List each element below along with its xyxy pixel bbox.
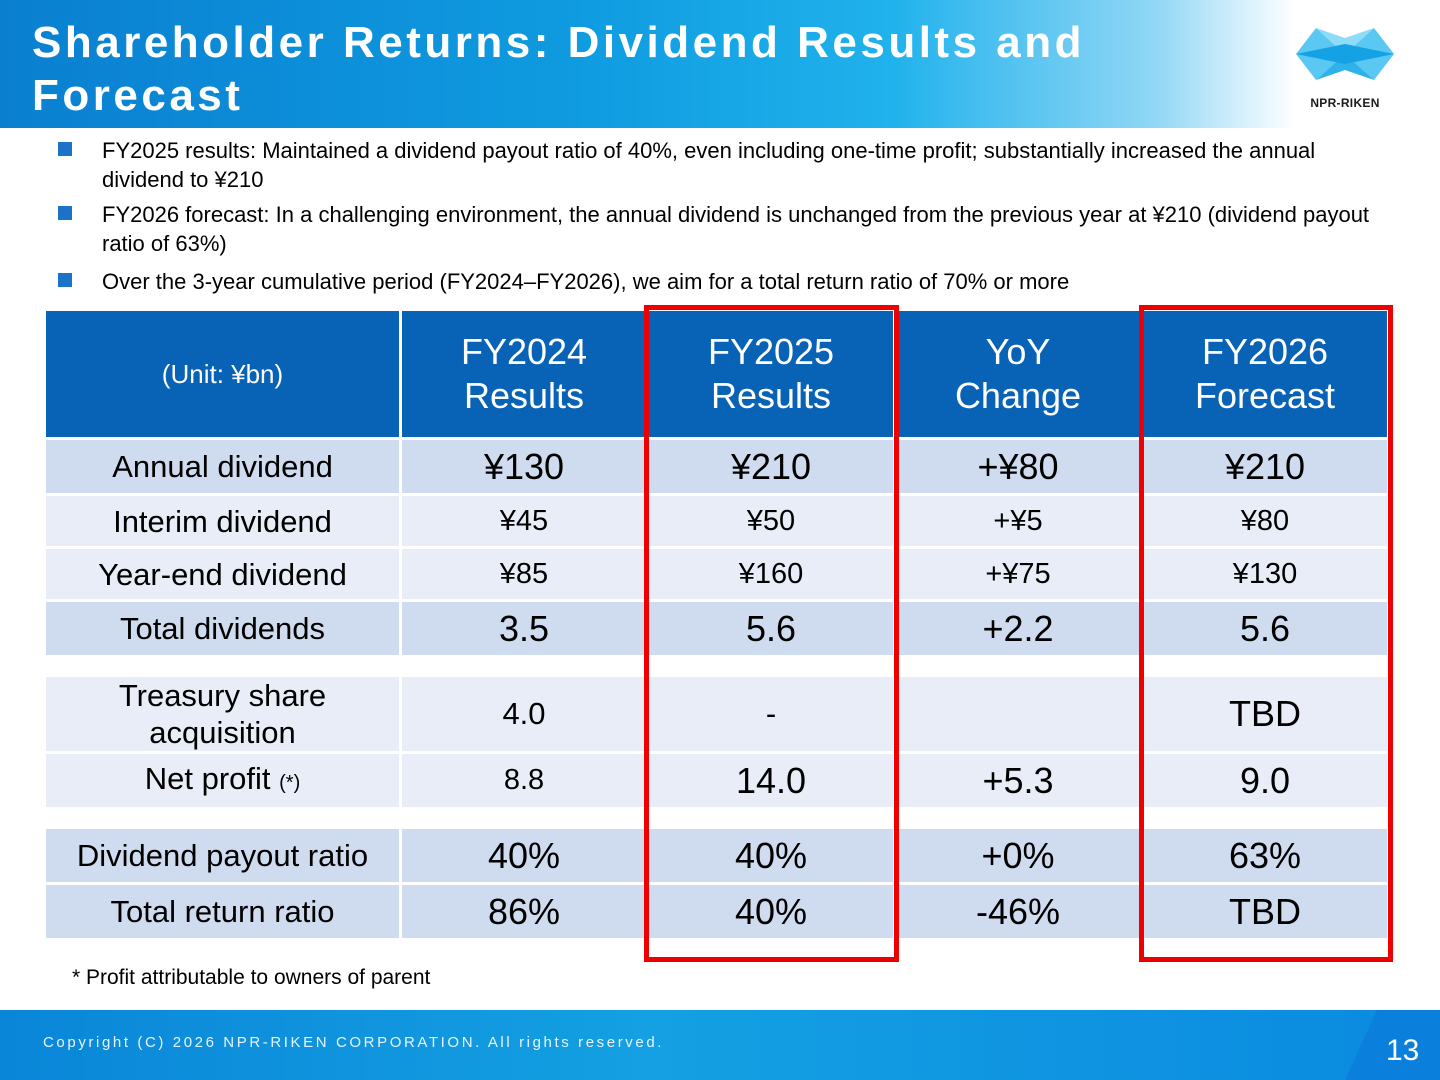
table-row-annual-dividend: Annual dividend ¥130 ¥210 +¥80 ¥210 [46,440,1387,493]
table-cell: ¥210 [1143,440,1387,493]
table-cell: - [649,677,893,751]
table-cell: 9.0 [1143,754,1387,807]
row-label: Treasury share acquisition [46,677,399,751]
table-cell: +¥5 [896,496,1140,546]
table-cell: ¥160 [649,549,893,599]
table-cell: +0% [896,829,1140,882]
col-header-yoy: YoY Change [896,311,1140,437]
table-cell: 4.0 [402,677,646,751]
table-cell: ¥45 [402,496,646,546]
table-row-payout-ratio: Dividend payout ratio 40% 40% +0% 63% [46,829,1387,882]
table-row-total-dividends: Total dividends 3.5 5.6 +2.2 5.6 [46,602,1387,655]
dividend-table: (Unit: ¥bn) FY2024 Results FY2025 Results … [43,308,1390,941]
table-cell: ¥50 [649,496,893,546]
table-cell: +¥80 [896,440,1140,493]
table-cell: ¥130 [1143,549,1387,599]
table-cell: 40% [402,829,646,882]
highlight-frame-fy2026 [1139,305,1393,962]
bullet-square-icon [58,273,72,287]
slide-title: Shareholder Returns: Dividend Results an… [32,18,1085,120]
table-row-total-return: Total return ratio 86% 40% -46% TBD [46,885,1387,938]
table-cell: +2.2 [896,602,1140,655]
table-cell: -46% [896,885,1140,938]
col-header-fy2026: FY2026 Forecast [1143,311,1387,437]
highlight-frame-fy2025 [644,305,899,962]
table-header-row: (Unit: ¥bn) FY2024 Results FY2025 Results … [46,311,1387,437]
bullet-text: FY2025 results: Maintained a dividend pa… [102,138,1316,192]
table-cell: 63% [1143,829,1387,882]
slide-footer: Copyright (C) 2026 NPR-RIKEN CORPORATION… [0,1010,1440,1080]
table-row-treasury-share: Treasury share acquisition 4.0 - TBD [46,677,1387,751]
table-cell [896,677,1140,751]
copyright-text: Copyright (C) 2026 NPR-RIKEN CORPORATION… [43,1034,665,1051]
table-cell: 40% [649,885,893,938]
slide-header: Shareholder Returns: Dividend Results an… [0,0,1440,128]
page-number: 13 [1386,1034,1420,1067]
table-cell: ¥210 [649,440,893,493]
company-logo: NPR-RIKEN [1290,24,1400,114]
table-cell: 14.0 [649,754,893,807]
table-cell: 8.8 [402,754,646,807]
table-cell: 5.6 [649,602,893,655]
bullet-square-icon [58,142,72,156]
table-cell: 3.5 [402,602,646,655]
col-header-fy2025: FY2025 Results [649,311,893,437]
row-label: Year-end dividend [46,549,399,599]
table-spacer [46,810,1387,826]
bullet-item: FY2025 results: Maintained a dividend pa… [58,136,1388,194]
bullet-text: FY2026 forecast: In a challenging enviro… [102,202,1370,256]
unit-label: (Unit: ¥bn) [46,311,399,437]
footnote-marker: (*) [279,771,301,794]
table-spacer [46,658,1387,674]
row-label: Interim dividend [46,496,399,546]
row-label: Total return ratio [46,885,399,938]
table-cell: 86% [402,885,646,938]
bullet-list: FY2025 results: Maintained a dividend pa… [58,136,1388,296]
table-cell: ¥85 [402,549,646,599]
logo-text: NPR-RIKEN [1310,96,1380,110]
row-label: Dividend payout ratio [46,829,399,882]
table-cell: 40% [649,829,893,882]
logo-icon [1296,28,1394,80]
table-cell: 5.6 [1143,602,1387,655]
bullet-text: Over the 3-year cumulative period (FY202… [102,269,1070,294]
bullet-item: Over the 3-year cumulative period (FY202… [58,267,1388,296]
row-label: Net profit (*) [46,754,399,807]
table-row-interim-dividend: Interim dividend ¥45 ¥50 +¥5 ¥80 [46,496,1387,546]
table-row-net-profit: Net profit (*) 8.8 14.0 +5.3 9.0 [46,754,1387,807]
row-label: Total dividends [46,602,399,655]
table-row-year-end-dividend: Year-end dividend ¥85 ¥160 +¥75 ¥130 [46,549,1387,599]
table-cell: TBD [1143,677,1387,751]
row-label: Annual dividend [46,440,399,493]
bullet-square-icon [58,206,72,220]
table-cell: TBD [1143,885,1387,938]
table-cell: +¥75 [896,549,1140,599]
bullet-item: FY2026 forecast: In a challenging enviro… [58,200,1388,258]
footnote: * Profit attributable to owners of paren… [72,966,431,989]
col-header-fy2024: FY2024 Results [402,311,646,437]
table-cell: +5.3 [896,754,1140,807]
table-cell: ¥130 [402,440,646,493]
table-cell: ¥80 [1143,496,1387,546]
